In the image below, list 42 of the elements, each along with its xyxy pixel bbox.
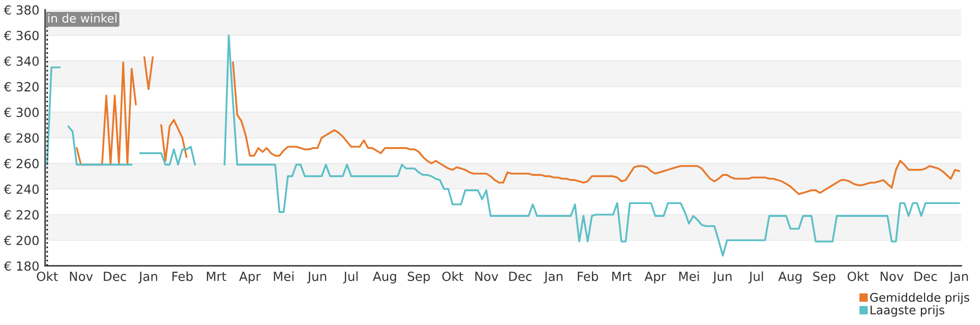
x-tick-label: Sep [408, 272, 430, 284]
x-tick-label: Apr [239, 272, 261, 284]
x-tick-label: Mei [274, 271, 294, 282]
x-tick-label: Mei [679, 271, 699, 282]
y-tick-label: € 360 [4, 30, 39, 40]
y-tick-label: € 180 [4, 261, 39, 271]
x-tick-label: Apr [644, 272, 666, 284]
x-tick-label: Dec [509, 272, 532, 282]
y-tick-label: € 240 [4, 184, 39, 194]
x-tick-label: Nov [475, 272, 498, 282]
x-tick-label: Jan [948, 272, 968, 284]
x-tick-label: Mrt [612, 272, 632, 281]
x-tick-label: Feb [578, 271, 598, 282]
y-tick-label: € 220 [4, 210, 39, 220]
legend-label: Laagste prijs [870, 305, 944, 317]
y-tick-label: € 200 [4, 236, 39, 246]
x-tick-label: Jun [307, 272, 326, 284]
ref-line-label: in de winkel [48, 14, 116, 23]
x-tick-label: Jan [138, 272, 158, 284]
x-tick-label: Feb [172, 271, 193, 282]
x-tick-label: Aug [778, 272, 802, 284]
x-tick-label: Jun [712, 272, 732, 284]
y-tick-label: € 320 [4, 82, 39, 92]
x-tick-label: Dec [104, 272, 126, 282]
x-tick-label: Aug [372, 272, 396, 284]
x-tick-label: Okt [848, 271, 869, 282]
x-tick-label: Mrt [206, 272, 226, 281]
y-tick-label: € 260 [4, 158, 39, 168]
x-tick-label: Okt [36, 271, 58, 282]
x-tick-label: Sep [813, 272, 836, 284]
y-tick-label: € 300 [4, 108, 39, 118]
x-tick-label: Okt [442, 271, 464, 282]
x-tick-label: Jul [343, 271, 358, 284]
y-tick-label: € 280 [4, 133, 39, 143]
x-tick-label: Dec [914, 272, 937, 282]
y-tick-label: € 340 [4, 56, 39, 66]
legend-label: Gemiddelde prijs [870, 292, 970, 304]
y-tick-label: € 380 [4, 5, 39, 15]
x-tick-label: Nov [70, 272, 93, 282]
x-tick-label: Nov [880, 272, 904, 282]
x-tick-label: Jul [748, 271, 763, 284]
x-tick-label: Jan [544, 272, 562, 284]
